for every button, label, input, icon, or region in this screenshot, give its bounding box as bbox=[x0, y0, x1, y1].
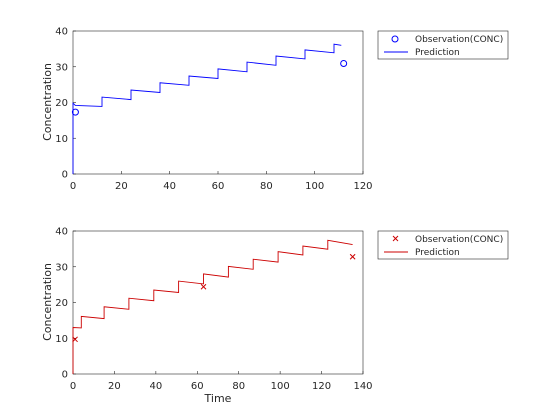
x-tick-label: 40 bbox=[163, 181, 176, 192]
chart-bottom: 0 20 40 60 80 100 120 140 0 10 20 30 40 Concentratio… bbox=[41, 227, 509, 405]
x-tick-label: 80 bbox=[260, 181, 273, 192]
x-tick-label: 140 bbox=[353, 381, 372, 392]
legend-label-prediction-bottom: Prediction bbox=[415, 248, 460, 258]
legend-item-prediction-top: Prediction bbox=[384, 48, 460, 58]
y-tick-label: 40 bbox=[55, 227, 68, 238]
series-lines-bottom bbox=[72, 239, 353, 374]
y-tick-label: 10 bbox=[55, 334, 68, 345]
x-tick-label: 20 bbox=[108, 381, 121, 392]
series-markers-top bbox=[71, 60, 348, 116]
observation-point bbox=[340, 60, 348, 68]
y-tick-label: 30 bbox=[55, 62, 68, 73]
axes-bottom: 0 20 40 60 80 100 120 140 0 10 20 30 40 bbox=[55, 227, 372, 393]
legend-item-observation-top: Observation(CONC) bbox=[391, 35, 503, 45]
axes-top: 0 20 40 60 80 100 120 0 10 20 30 40 bbox=[55, 27, 372, 193]
legend-bottom[interactable]: Observation(CONC) Prediction bbox=[377, 230, 509, 260]
observation-point bbox=[71, 108, 79, 116]
legend-label-observation-top: Observation(CONC) bbox=[415, 35, 503, 45]
x-tick-label: 0 bbox=[70, 181, 76, 192]
y-axis-label-bottom: Concentration bbox=[41, 263, 54, 341]
series-lines-top bbox=[72, 43, 342, 174]
x-tick-label: 20 bbox=[115, 181, 128, 192]
y-tick-label: 0 bbox=[62, 170, 68, 181]
legend-item-prediction-bottom: Prediction bbox=[384, 248, 460, 258]
y-axis-label-top: Concentration bbox=[41, 63, 54, 141]
observation-point bbox=[72, 336, 78, 343]
x-marker-icon bbox=[392, 235, 399, 242]
legend-item-observation-bottom: Observation(CONC) bbox=[392, 235, 503, 245]
x-tick-label: 60 bbox=[212, 181, 225, 192]
x-tick-label: 80 bbox=[232, 381, 245, 392]
chart-top: 0 20 40 60 80 100 120 0 10 20 30 40 Concentration O… bbox=[41, 27, 509, 193]
y-tick-label: 0 bbox=[62, 370, 68, 381]
y-tick-label: 20 bbox=[55, 298, 68, 309]
x-tick-label: 100 bbox=[305, 181, 324, 192]
x-tick-label: 0 bbox=[70, 381, 76, 392]
y-tick-label: 30 bbox=[55, 262, 68, 273]
legend-top[interactable]: Observation(CONC) Prediction bbox=[377, 30, 509, 60]
y-tick-label: 10 bbox=[55, 134, 68, 145]
legend-label-prediction-top: Prediction bbox=[415, 48, 460, 58]
observation-point bbox=[349, 253, 356, 260]
observation-point bbox=[200, 283, 207, 290]
x-tick-label: 40 bbox=[149, 381, 162, 392]
x-tick-label: 120 bbox=[312, 381, 331, 392]
plot-area-bottom bbox=[72, 230, 364, 375]
legend-box-top bbox=[377, 30, 509, 60]
legend-box-bottom bbox=[377, 230, 509, 260]
prediction-line bbox=[72, 43, 342, 174]
circle-marker-icon bbox=[391, 35, 399, 43]
x-tick-label: 60 bbox=[191, 381, 204, 392]
plot-area-top bbox=[72, 30, 364, 175]
legend-label-observation-bottom: Observation(CONC) bbox=[415, 235, 503, 245]
prediction-line bbox=[72, 239, 353, 374]
x-tick-label: 100 bbox=[271, 381, 290, 392]
x-tick-label: 120 bbox=[353, 181, 372, 192]
series-markers-bottom bbox=[72, 253, 356, 343]
y-tick-label: 20 bbox=[55, 98, 68, 109]
y-tick-label: 40 bbox=[55, 27, 68, 38]
x-axis-label-bottom: Time bbox=[204, 392, 232, 405]
